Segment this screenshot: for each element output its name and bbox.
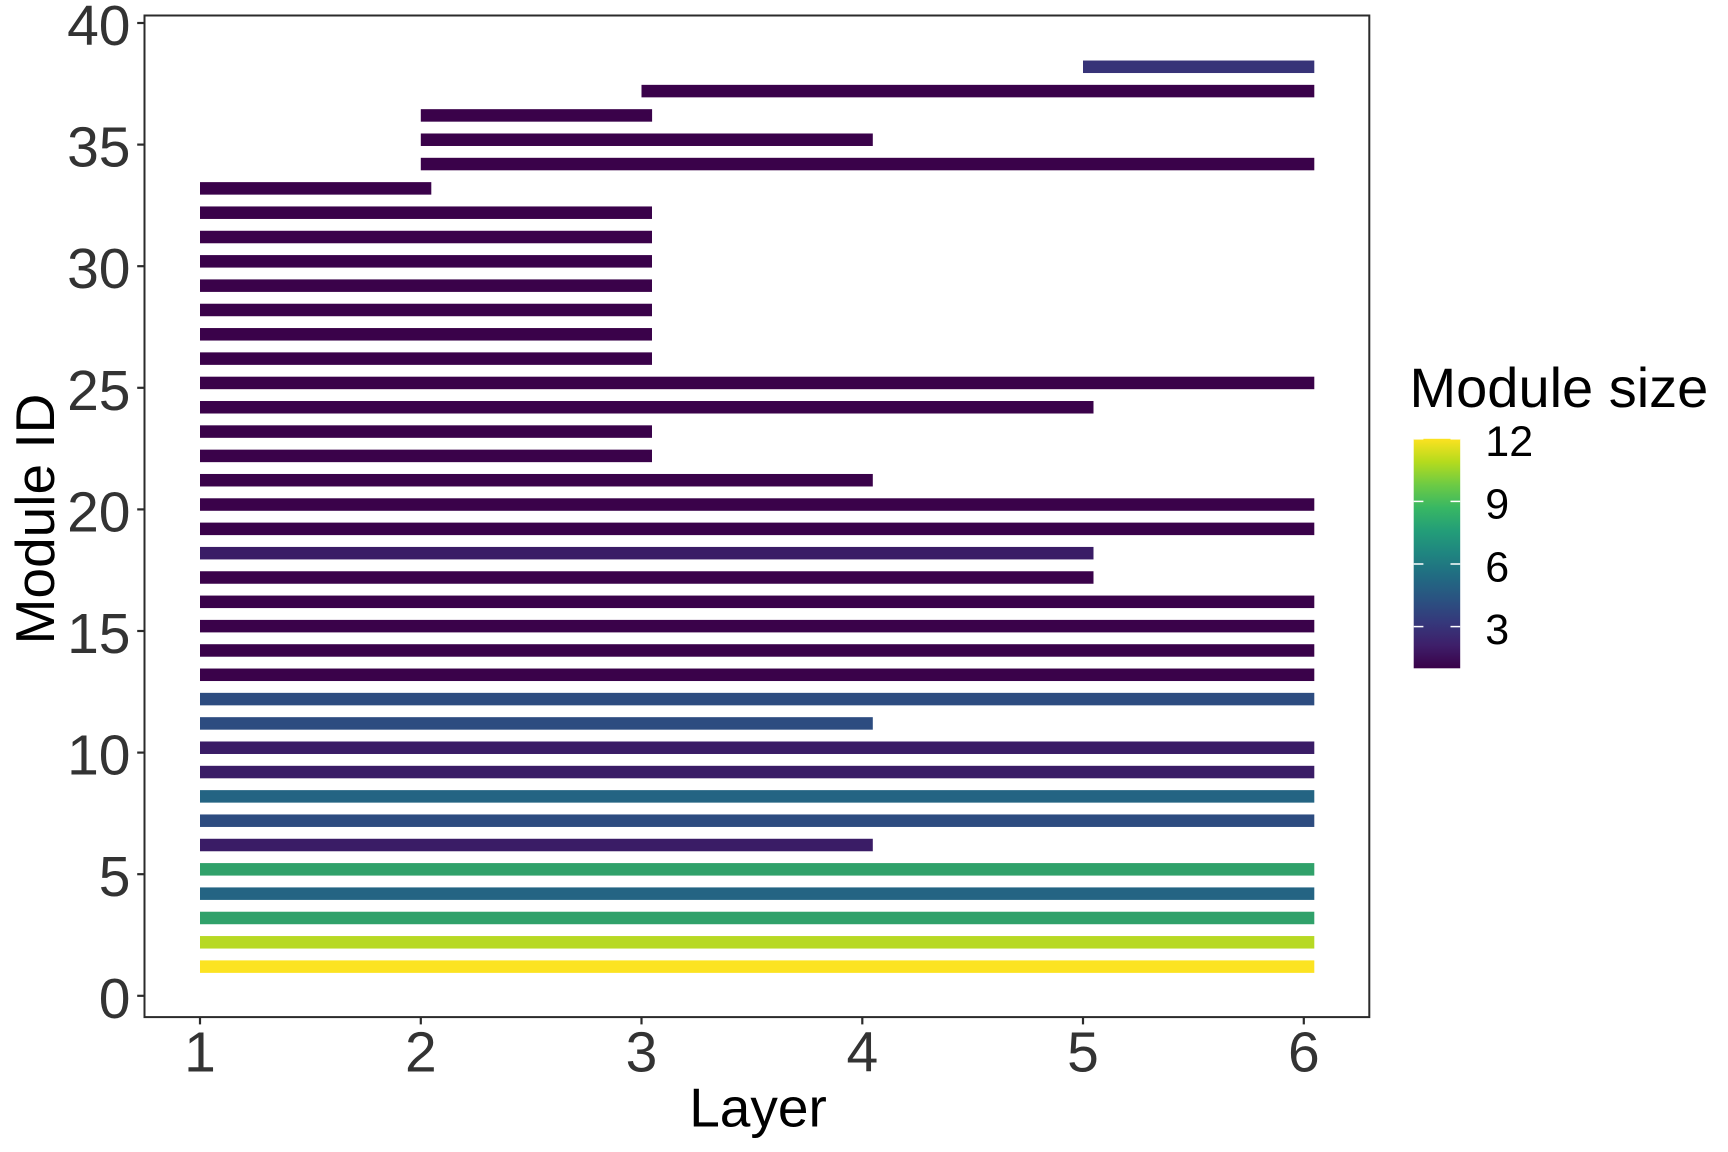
svg-text:40: 40 bbox=[67, 0, 130, 58]
svg-text:9: 9 bbox=[1485, 481, 1509, 529]
svg-text:3: 3 bbox=[1485, 606, 1509, 654]
svg-text:3: 3 bbox=[626, 1021, 658, 1085]
svg-text:15: 15 bbox=[67, 602, 130, 666]
svg-text:Layer: Layer bbox=[689, 1077, 827, 1139]
svg-text:2: 2 bbox=[405, 1021, 437, 1085]
svg-text:10: 10 bbox=[67, 724, 130, 788]
svg-text:12: 12 bbox=[1485, 418, 1533, 466]
svg-text:6: 6 bbox=[1288, 1021, 1320, 1085]
svg-text:Module ID: Module ID bbox=[4, 394, 66, 645]
svg-text:0: 0 bbox=[99, 967, 131, 1031]
svg-text:35: 35 bbox=[67, 116, 130, 180]
svg-text:30: 30 bbox=[67, 237, 130, 301]
svg-text:4: 4 bbox=[846, 1021, 878, 1085]
svg-text:6: 6 bbox=[1485, 543, 1509, 591]
svg-text:5: 5 bbox=[1067, 1021, 1099, 1085]
svg-text:20: 20 bbox=[67, 480, 130, 544]
svg-text:25: 25 bbox=[67, 359, 130, 423]
svg-text:Module size: Module size bbox=[1410, 356, 1709, 419]
svg-text:5: 5 bbox=[99, 845, 131, 909]
svg-text:1: 1 bbox=[184, 1021, 216, 1085]
